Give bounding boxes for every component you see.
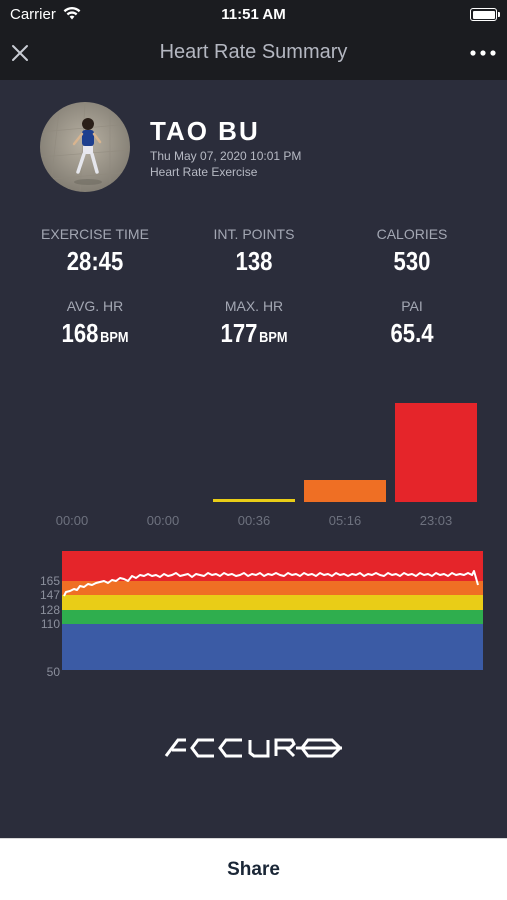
stat-label: CALORIES bbox=[376, 226, 448, 242]
stat-label: AVG. HR bbox=[66, 298, 124, 314]
battery-icon bbox=[470, 8, 500, 21]
zone-band-red bbox=[62, 551, 483, 581]
stat-label: PAI bbox=[401, 298, 423, 314]
stat-calories: CALORIES 530 bbox=[332, 226, 492, 277]
zone-label: 00:00 bbox=[55, 513, 89, 528]
stat-int-points: INT. POINTS 138 bbox=[174, 226, 334, 277]
stat-number: 168 bbox=[61, 318, 99, 348]
accuro-logo bbox=[164, 738, 343, 758]
zone-band-blue bbox=[62, 624, 483, 670]
stat-exercise-time: EXERCISE TIME 28:45 bbox=[15, 226, 175, 277]
zone-band-green bbox=[62, 610, 483, 624]
stat-value: 138 bbox=[235, 246, 273, 276]
stat-max-hr: MAX. HR 177 BPM bbox=[174, 298, 334, 349]
stat-avg-hr: AVG. HR 168 BPM bbox=[15, 298, 175, 349]
stat-unit: BPM bbox=[100, 329, 129, 346]
hr-line bbox=[63, 570, 479, 597]
zone-time-chart: 00:00 00:00 00:36 05:16 23:03 bbox=[0, 380, 507, 530]
carrier-label: Carrier bbox=[10, 6, 56, 23]
session-date: Thu May 07, 2020 10:01 PM bbox=[150, 149, 302, 163]
stat-value: 65.4 bbox=[390, 318, 434, 348]
stat-label: EXERCISE TIME bbox=[41, 226, 149, 242]
hr-tick: 128 bbox=[39, 603, 60, 617]
stat-value: 28:45 bbox=[66, 246, 124, 276]
user-name: TAO BU bbox=[150, 116, 260, 146]
zone-band-orange bbox=[62, 581, 483, 595]
stat-label: INT. POINTS bbox=[213, 226, 295, 242]
zone-bar-orange bbox=[304, 480, 386, 502]
page-title: Heart Rate Summary bbox=[159, 41, 348, 63]
avatar[interactable] bbox=[40, 102, 130, 192]
heart-rate-chart: 165 147 128 110 50 bbox=[20, 545, 490, 685]
stat-value: 168 BPM bbox=[27, 318, 163, 349]
zone-band-yellow bbox=[62, 595, 483, 610]
profile-header: TAO BU Thu May 07, 2020 10:01 PM Heart R… bbox=[40, 102, 480, 194]
stat-number: 177 bbox=[220, 318, 258, 348]
hr-tick: 147 bbox=[39, 588, 60, 602]
hr-tick: 165 bbox=[39, 574, 60, 588]
status-bar: Carrier 11:51 AM bbox=[0, 0, 507, 28]
clock: 11:51 AM bbox=[221, 6, 286, 23]
stat-value: 530 bbox=[393, 246, 431, 276]
stat-value: 177 BPM bbox=[186, 318, 322, 349]
hr-tick: 110 bbox=[40, 617, 60, 631]
zone-label: 05:16 bbox=[328, 513, 362, 528]
stat-label: MAX. HR bbox=[224, 298, 284, 314]
zone-label: 00:36 bbox=[237, 513, 271, 528]
stat-pai: PAI 65.4 bbox=[332, 298, 492, 349]
zone-bars-svg bbox=[213, 403, 477, 502]
zone-label: 23:03 bbox=[419, 513, 453, 528]
zone-bar-red bbox=[395, 403, 477, 502]
wifi-icon bbox=[63, 6, 81, 20]
stat-unit: BPM bbox=[259, 329, 288, 346]
nav-bar: Heart Rate Summary bbox=[0, 28, 507, 80]
zone-label: 00:00 bbox=[146, 513, 180, 528]
share-button[interactable]: Share bbox=[227, 859, 280, 880]
hr-tick: 50 bbox=[46, 665, 60, 679]
zone-bar-yellow bbox=[213, 499, 295, 502]
more-icon[interactable] bbox=[469, 42, 497, 64]
session-type: Heart Rate Exercise bbox=[150, 165, 258, 179]
hr-chart-svg bbox=[62, 551, 483, 670]
close-icon[interactable] bbox=[8, 41, 32, 65]
share-bar: Share bbox=[0, 838, 507, 900]
